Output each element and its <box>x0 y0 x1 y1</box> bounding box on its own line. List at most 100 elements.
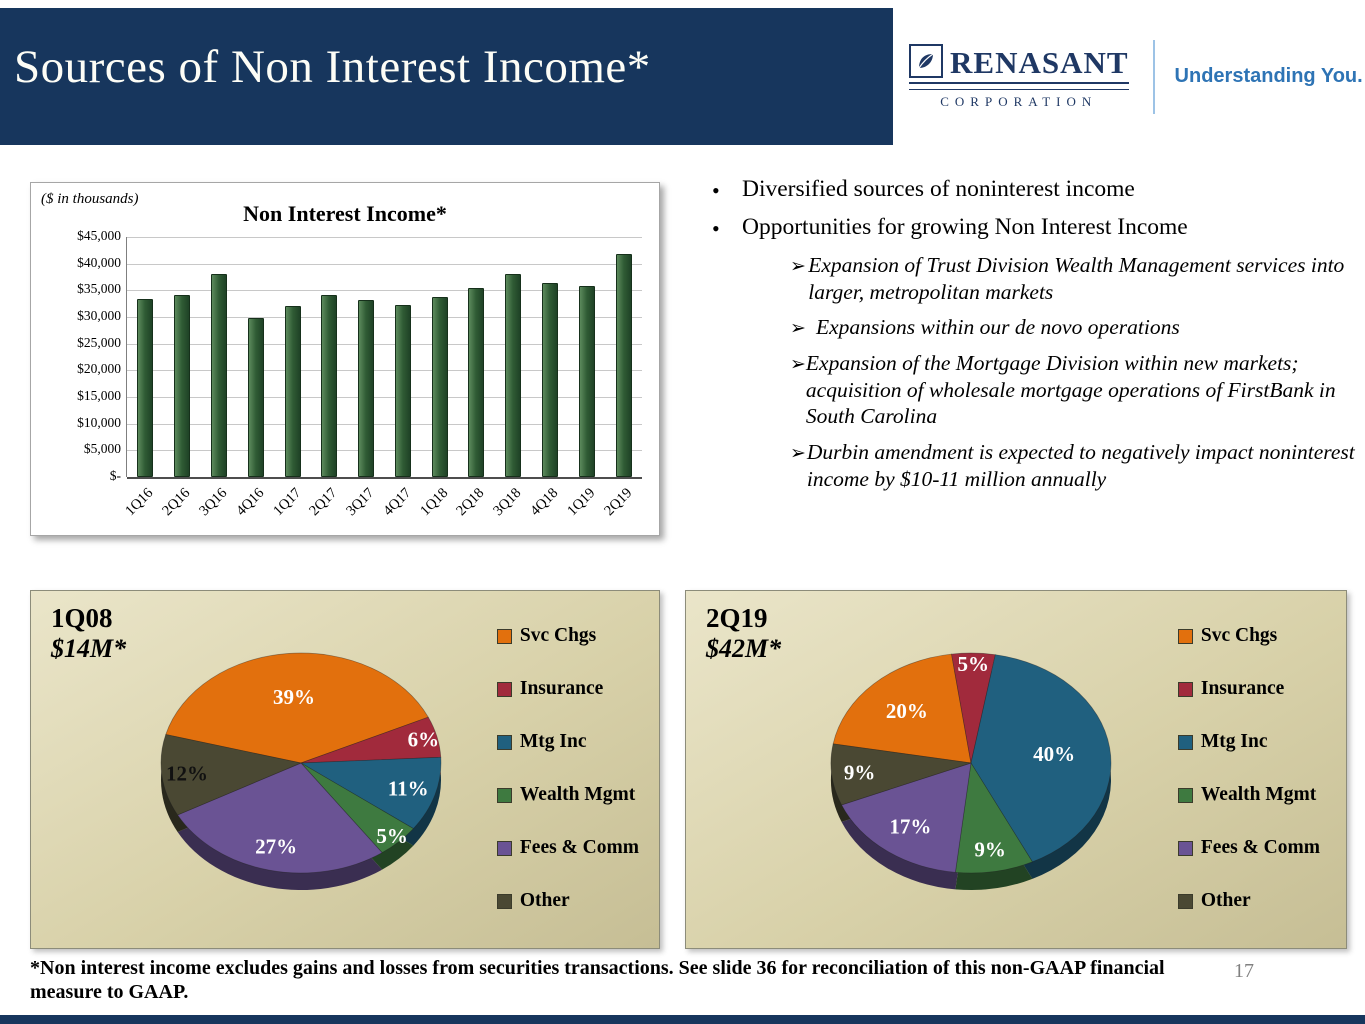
logo-tagline: Understanding You. <box>1174 65 1363 87</box>
sub-bullet-text: Expansions within our de novo operations <box>816 315 1180 340</box>
pie-subtitle-1q08: $14M* <box>51 634 127 663</box>
page-title: Sources of Non Interest Income* <box>14 41 651 93</box>
pie-panel-head: 1Q08 $14M* <box>51 603 126 664</box>
pie-data-label: 17% <box>889 814 931 838</box>
y-axis-tick-label: $5,000 <box>83 441 121 457</box>
sub-bullet-item: ➢ Expansion of the Mortgage Division with… <box>790 350 1360 430</box>
footnote: *Non interest income excludes gains and … <box>30 957 1165 1004</box>
bullet-marker: • <box>712 216 720 241</box>
pie-slice <box>165 652 429 764</box>
legend-item: Svc Chgs <box>496 625 639 647</box>
bullet-text: Opportunities for growing Non Interest I… <box>742 214 1188 240</box>
renasant-logo: RENASANT CORPORATION <box>909 43 1129 110</box>
sub-bullet-text: Expansion of the Mortgage Division withi… <box>805 350 1336 429</box>
pie-title-1q08: 1Q08 <box>51 603 113 633</box>
legend-label: Insurance <box>1200 678 1285 699</box>
bar <box>431 297 448 477</box>
pie-data-label: 5% <box>376 824 408 848</box>
pie-slice <box>841 762 972 873</box>
legend-item: Wealth Mgmt <box>1177 784 1320 806</box>
pie-data-label: 6% <box>408 727 440 751</box>
legend-item: Other <box>496 890 639 912</box>
bullet-list: • Diversified sources of noninterest inco… <box>712 176 1360 501</box>
pie-slice <box>830 743 972 806</box>
pie-data-label: 40% <box>1033 742 1075 766</box>
logo-underline <box>909 81 1129 90</box>
logo-subtext: CORPORATION <box>940 93 1098 109</box>
legend-label: Svc Chgs <box>519 625 597 646</box>
y-axis-tick-label: $45,000 <box>77 228 121 243</box>
legend-item: Fees & Comm <box>496 837 639 859</box>
gridline <box>127 450 642 452</box>
legend-swatch-icon <box>496 840 512 856</box>
bullet-marker: • <box>712 178 720 203</box>
logo-name: RENASANT <box>950 44 1129 80</box>
legend-swatch-icon <box>1177 840 1193 856</box>
pie-slice <box>951 652 996 764</box>
legend-item: Mtg Inc <box>496 731 639 753</box>
legend-swatch-icon <box>1177 628 1193 644</box>
pie-panel-head: 2Q19 $42M* <box>706 603 781 664</box>
bullet-item: • Diversified sources of noninterest inco… <box>712 176 1360 204</box>
pie-subtitle-2q19: $42M* <box>706 634 782 663</box>
gridline <box>127 343 642 345</box>
units-note: ($ in thousands) <box>41 191 139 207</box>
sub-bullet-item: ➢ Durbin amendment is expected to negativ… <box>790 439 1360 492</box>
bar-chart-panel: ($ in thousands) Non Interest Income* $-… <box>30 182 660 536</box>
gridline <box>127 477 642 479</box>
sub-bullet-item: ➢ Expansion of Trust Division Wealth Mana… <box>790 252 1360 305</box>
legend-label: Other <box>519 890 570 911</box>
bullet-text: Diversified sources of noninterest incom… <box>742 176 1135 202</box>
sub-bullet-text: Expansion of Trust Division Wealth Manag… <box>808 253 1345 304</box>
bar <box>468 287 485 477</box>
pie-data-label: 20% <box>886 699 928 723</box>
pie-data-label: 9% <box>974 838 1006 862</box>
pie-data-label: 5% <box>957 652 989 676</box>
legend-label: Wealth Mgmt <box>1200 784 1317 805</box>
legend-swatch-icon <box>1177 787 1193 803</box>
pie-slice <box>177 762 383 874</box>
legend-swatch-icon <box>496 734 512 750</box>
page-number: 17 <box>1234 960 1254 982</box>
pie-data-label: 11% <box>388 776 429 800</box>
legend-label: Fees & Comm <box>1200 837 1320 858</box>
y-axis-tick-label: $20,000 <box>77 361 121 377</box>
legend-item: Wealth Mgmt <box>496 784 639 806</box>
logo-panel: RENASANT CORPORATION Understanding You. <box>893 8 1365 145</box>
sub-bullet-item: ➢ Expansions within our de novo operation… <box>790 314 1360 341</box>
bar-chart-plot: $- $5,000 $10,000 $15,000 $20,000 $25,000 $30,… <box>77 228 642 519</box>
legend-label: Other <box>1200 890 1251 911</box>
bullet-item: • Opportunities for growing Non Interest … <box>712 214 1360 242</box>
bar <box>321 295 338 477</box>
legend-1q08: Svc Chgs Insurance Mtg Inc Wealth Mgmt Fees … <box>496 625 639 912</box>
legend-label: Wealth Mgmt <box>519 784 636 805</box>
legend-swatch-icon <box>496 787 512 803</box>
logo-row: RENASANT <box>909 43 1129 80</box>
sub-bullet-text: Durbin amendment is expected to negative… <box>806 439 1355 491</box>
header: Sources of Non Interest Income* RENASANT… <box>0 8 1365 145</box>
y-axis-tick-label: $40,000 <box>77 254 121 270</box>
legend-item: Insurance <box>496 678 639 700</box>
legend-swatch-icon <box>1177 893 1193 909</box>
bottom-bar <box>0 1015 1365 1024</box>
arrow-bullet-icon: ➢ <box>790 353 806 375</box>
pie-slice <box>832 653 972 764</box>
pie-data-label: 27% <box>255 835 297 859</box>
y-axis-tick-label: $35,000 <box>77 281 121 297</box>
gridline <box>127 237 642 238</box>
legend-item: Insurance <box>1177 678 1320 700</box>
legend-2q19: Svc Chgs Insurance Mtg Inc Wealth Mgmt Fees … <box>1177 625 1320 912</box>
legend-item: Fees & Comm <box>1177 837 1320 859</box>
y-axis-tick-label: $- <box>109 468 121 483</box>
legend-label: Fees & Comm <box>519 837 639 858</box>
bar <box>174 294 191 477</box>
legend-item: Other <box>1177 890 1320 912</box>
pie-slice <box>300 762 414 854</box>
legend-swatch-icon <box>1177 734 1193 750</box>
pie-title-2q19: 2Q19 <box>706 603 768 633</box>
arrow-bullet-icon: ➢ <box>790 442 806 464</box>
legend-swatch-icon <box>1177 681 1193 697</box>
pie-data-label: 9% <box>844 761 876 785</box>
legend-swatch-icon <box>496 681 512 697</box>
